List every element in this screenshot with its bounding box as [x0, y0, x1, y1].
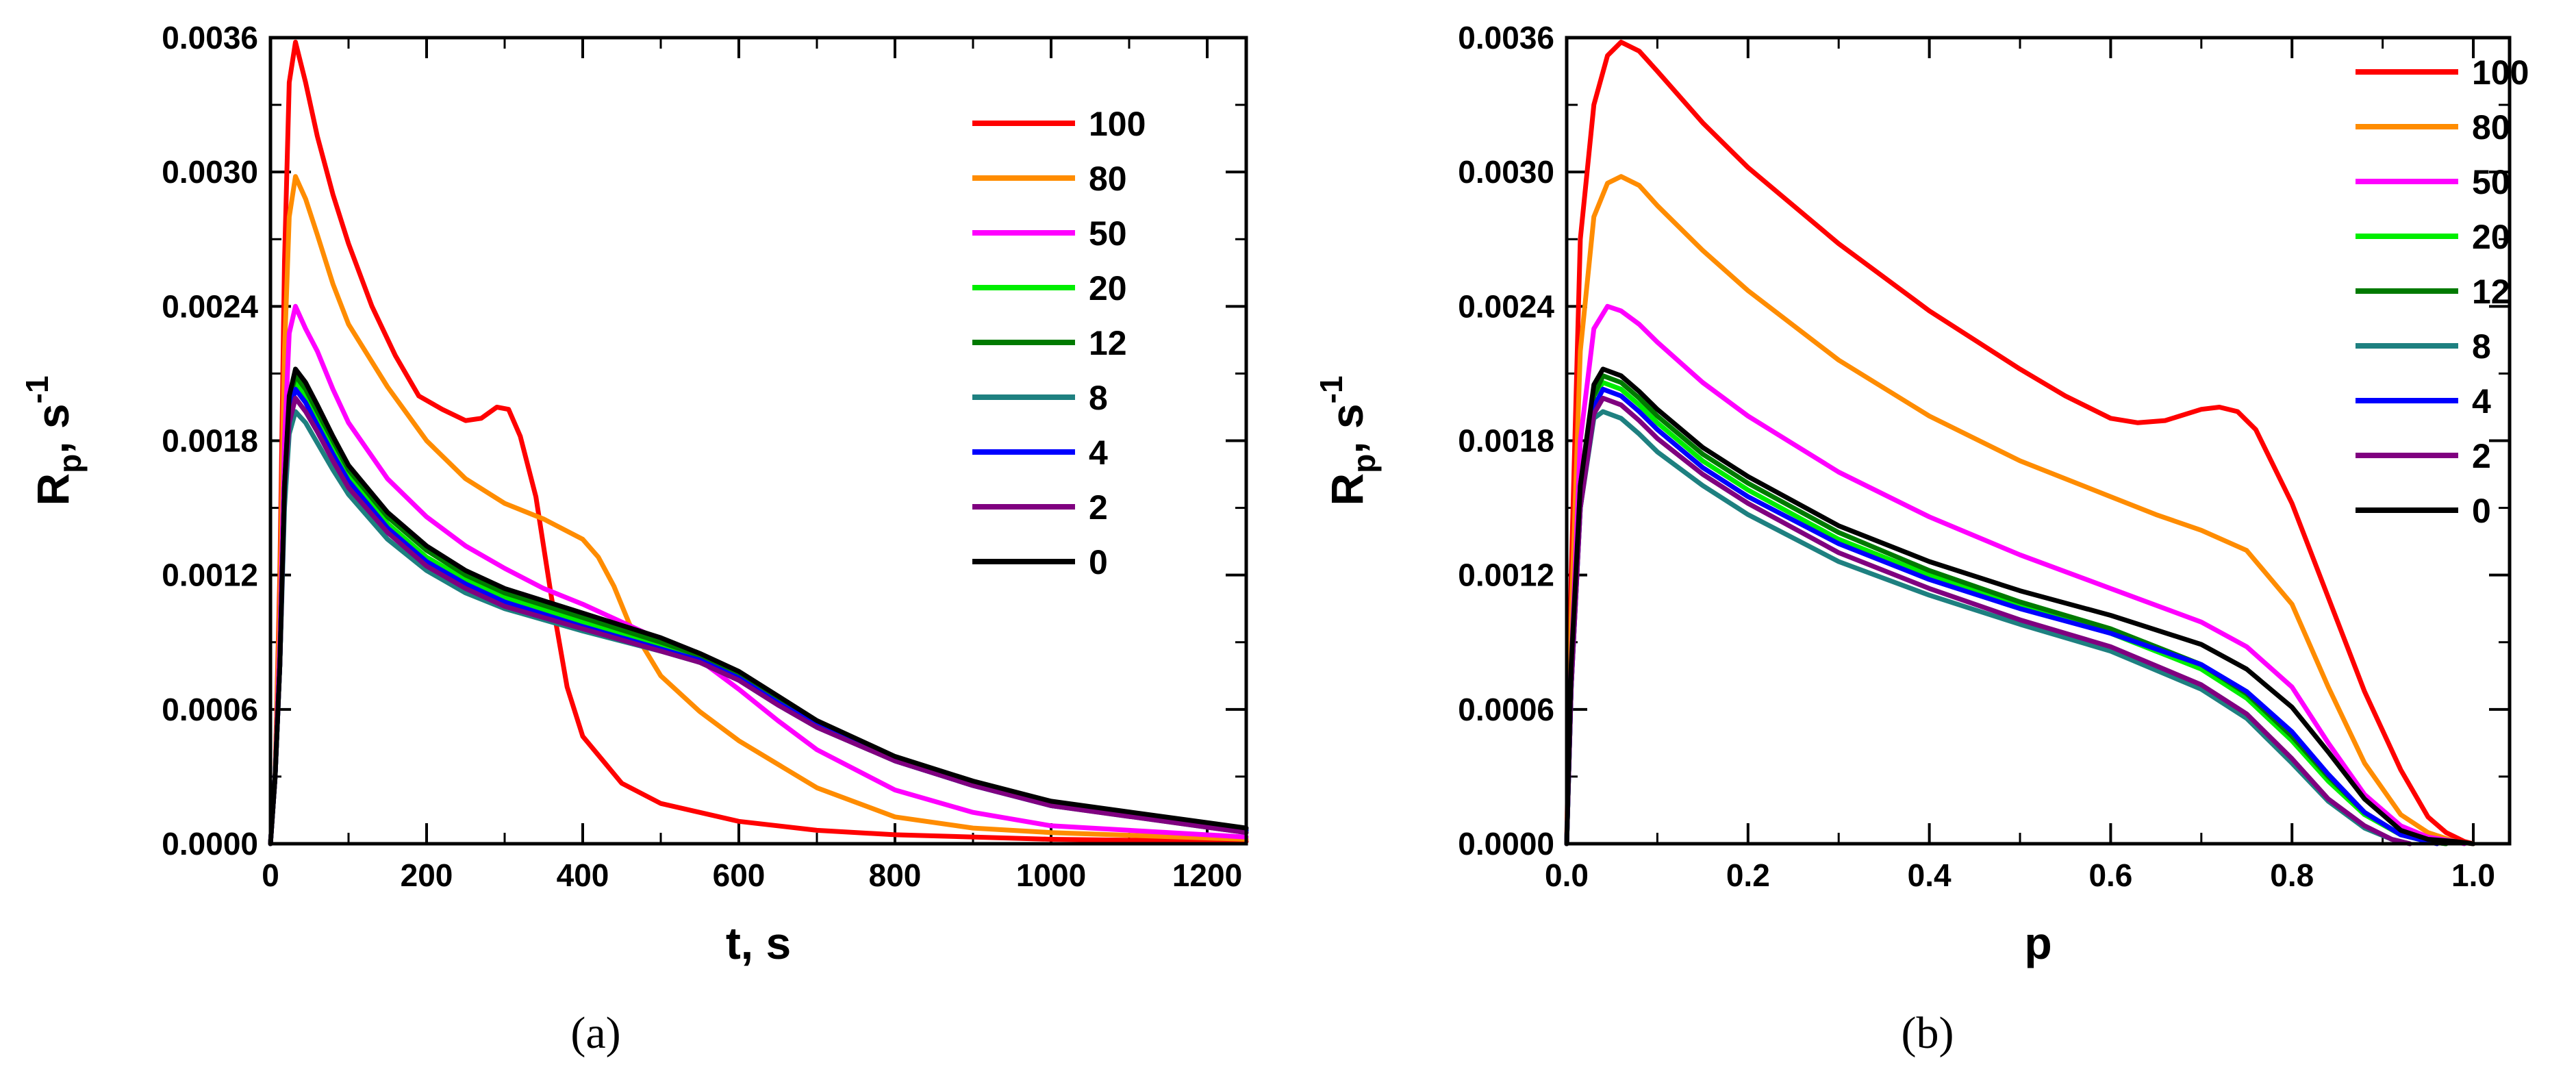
x-tick-label-b-4: 0.8 — [2270, 857, 2314, 893]
plot-frame-b — [1565, 36, 2512, 846]
y-tick-label-b-2: 0.0012 — [1458, 557, 1554, 593]
chart-panel-b: 0.00000.00060.00120.00180.00240.00300.00… — [1313, 20, 2529, 968]
legend-label-b-4: 4 — [2472, 382, 2491, 420]
x-tick-label-b-3: 0.6 — [2088, 857, 2132, 893]
y-tick-label-b-4: 0.0024 — [1458, 288, 1554, 324]
y-axis-title-part-a-2: , s — [27, 403, 78, 453]
y-axis-title-part-a-3: -1 — [19, 375, 55, 403]
y-tick-label-a-6: 0.0036 — [162, 20, 258, 55]
legend-label-b-20: 20 — [2472, 218, 2510, 256]
legend-label-b-8: 8 — [2472, 327, 2491, 366]
y-tick-label-a-3: 0.0018 — [162, 423, 258, 459]
legend-label-a-12: 12 — [1089, 324, 1127, 362]
series-line-b-2 — [1564, 395, 2412, 846]
y-tick-label-a-4: 0.0024 — [162, 288, 258, 324]
legend-label-b-80: 80 — [2472, 108, 2510, 147]
series-line-a-50 — [268, 303, 1249, 846]
legend-label-a-100: 100 — [1089, 105, 1146, 143]
y-tick-label-b-3: 0.0018 — [1458, 423, 1554, 459]
y-tick-label-a-0: 0.0000 — [162, 826, 258, 862]
y-axis-title-part-b-1: p — [1346, 454, 1382, 473]
series-line-b-50 — [1564, 303, 2467, 846]
y-axis-title-part-a-1: p — [52, 454, 88, 473]
x-tick-label-b-2: 0.4 — [1908, 857, 1952, 893]
legend-label-a-80: 80 — [1089, 160, 1127, 198]
y-axis-title-part-b-3: -1 — [1313, 375, 1349, 403]
legend-label-b-0: 0 — [2472, 492, 2491, 530]
series-line-b-80 — [1564, 174, 2476, 846]
y-tick-label-a-5: 0.0030 — [162, 154, 258, 190]
x-tick-label-a-0: 0 — [262, 857, 279, 893]
legend-label-b-100: 100 — [2472, 53, 2529, 92]
x-axis-title-a: t, s — [726, 918, 791, 968]
y-axis-title-part-a-0: R — [27, 473, 78, 506]
y-tick-label-a-2: 0.0012 — [162, 557, 258, 593]
y-tick-label-b-0: 0.0000 — [1458, 826, 1554, 862]
y-tick-label-a-1: 0.0006 — [162, 692, 258, 727]
x-tick-label-b-0: 0.0 — [1545, 857, 1589, 893]
y-axis-title-part-b-0: R — [1322, 473, 1372, 506]
legend-label-a-2: 2 — [1089, 488, 1108, 527]
y-tick-label-b-1: 0.0006 — [1458, 692, 1554, 727]
legend-label-a-4: 4 — [1089, 434, 1108, 472]
x-tick-label-a-4: 800 — [869, 857, 922, 893]
series-line-a-0 — [268, 366, 1249, 846]
series-line-b-0 — [1564, 366, 2476, 846]
y-tick-label-b-5: 0.0030 — [1458, 154, 1554, 190]
x-tick-label-a-3: 600 — [713, 857, 766, 893]
y-axis-title-a: Rp, s-1 — [19, 375, 88, 505]
y-axis-title-part-b-2: , s — [1322, 403, 1372, 453]
x-tick-label-a-1: 200 — [401, 857, 453, 893]
caption-a: (a) — [570, 1008, 620, 1058]
legend-label-b-12: 12 — [2472, 273, 2510, 311]
series-line-b-100 — [1564, 40, 2476, 846]
series-line-b-8 — [1564, 409, 2412, 846]
x-tick-label-a-2: 400 — [557, 857, 609, 893]
y-axis-title-b: Rp, s-1 — [1313, 375, 1382, 505]
series-line-a-100 — [268, 40, 1249, 846]
legend-label-a-20: 20 — [1089, 269, 1127, 307]
legend-label-a-50: 50 — [1089, 214, 1127, 253]
plot-frame-a — [268, 36, 1248, 846]
x-axis-title-b: p — [2024, 918, 2051, 968]
legend-label-a-0: 0 — [1089, 543, 1108, 581]
series-line-a-8 — [268, 409, 1249, 846]
series-line-b-4 — [1564, 386, 2440, 846]
x-tick-label-a-5: 1000 — [1016, 857, 1086, 893]
legend-label-b-50: 50 — [2472, 163, 2510, 201]
series-line-a-80 — [268, 174, 1249, 846]
x-tick-label-a-6: 1200 — [1172, 857, 1242, 893]
legend-label-b-2: 2 — [2472, 437, 2491, 475]
legend-label-a-8: 8 — [1089, 379, 1108, 417]
y-tick-label-b-6: 0.0036 — [1458, 20, 1554, 55]
caption-b: (b) — [1902, 1008, 1954, 1058]
x-tick-label-b-1: 0.2 — [1726, 857, 1770, 893]
chart-panel-a: 0.0000 0.0006 0.0012 0.0018 0.0024 0.0030 0.00… — [19, 20, 1249, 968]
x-tick-label-b-5: 1.0 — [2451, 857, 2495, 893]
